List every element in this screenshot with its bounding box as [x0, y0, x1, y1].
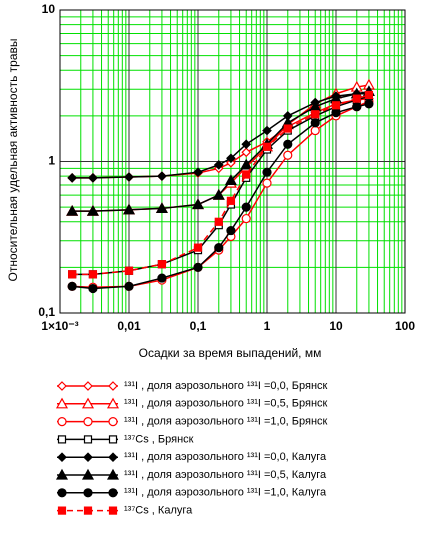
marker	[226, 196, 236, 205]
legend-marker	[55, 397, 69, 409]
plot-frame	[59, 9, 406, 314]
x-tick-label: 100	[395, 319, 415, 333]
legend-marker	[108, 435, 118, 444]
marker	[241, 202, 251, 212]
marker	[331, 101, 341, 110]
marker	[364, 90, 374, 100]
marker	[283, 139, 293, 149]
marker	[283, 150, 293, 160]
marker	[157, 273, 167, 283]
legend-marker	[106, 468, 120, 480]
legend-label: ¹³¹I , доля аэрозольного ¹³¹I =0,0, Брян…	[124, 380, 328, 392]
marker	[155, 202, 168, 214]
legend-marker	[83, 435, 93, 444]
x-tick-label: 0,01	[117, 319, 141, 333]
legend-marker	[108, 488, 118, 498]
marker	[241, 139, 252, 150]
marker	[262, 142, 272, 151]
marker	[310, 118, 320, 128]
marker	[242, 170, 251, 179]
x-tick-label: 0,1	[190, 319, 207, 333]
legend-label: ¹³⁷Cs , Брянск	[124, 433, 194, 445]
legend-label: ¹³¹I , доля аэрозольного ¹³¹I =1,0, Брян…	[124, 416, 328, 428]
legend-marker	[108, 506, 118, 515]
marker	[66, 204, 79, 216]
marker	[226, 225, 236, 236]
marker	[262, 178, 272, 188]
legend-marker	[57, 506, 67, 515]
marker	[124, 281, 134, 291]
y-tick-label: 0,1	[38, 305, 55, 319]
legend-marker	[57, 417, 67, 427]
legend-marker	[81, 397, 95, 409]
marker	[157, 171, 167, 182]
legend-marker	[57, 381, 67, 391]
marker	[67, 281, 77, 291]
legend-marker	[108, 381, 118, 391]
marker	[68, 270, 77, 279]
marker	[88, 270, 98, 279]
marker	[191, 198, 205, 210]
marker	[262, 125, 272, 136]
marker	[214, 217, 223, 226]
legend-marker	[83, 488, 93, 498]
legend-label: ¹³¹I , доля аэрозольного ¹³¹I =0,5, Брян…	[124, 398, 328, 410]
legend-label: ¹³¹I , доля аэрозольного ¹³¹I =0,5, Калу…	[124, 469, 327, 481]
legend-marker	[108, 452, 118, 463]
legend-marker	[57, 452, 67, 463]
marker	[224, 174, 237, 186]
y-tick-label: 10	[42, 2, 56, 16]
marker	[262, 167, 272, 177]
legend-marker	[81, 468, 95, 480]
legend-label: ¹³¹I , доля аэрозольного ¹³¹I =0,0, Калу…	[124, 451, 327, 463]
marker	[226, 153, 236, 164]
marker	[193, 262, 203, 272]
x-axis-label: Осадки за время выпадений, мм	[139, 346, 322, 360]
marker	[352, 94, 361, 103]
marker	[213, 160, 224, 170]
marker	[67, 172, 77, 183]
marker	[212, 188, 225, 200]
legend-label: ¹³¹I , доля аэрозольного ¹³¹I =1,0, Калу…	[124, 487, 327, 499]
marker	[240, 158, 253, 170]
marker	[331, 108, 341, 118]
legend-marker	[57, 435, 67, 444]
x-tick-label: 1	[264, 319, 271, 333]
marker	[193, 167, 203, 178]
marker	[157, 260, 167, 269]
y-tick-label: 1	[48, 154, 55, 168]
legend-marker	[108, 417, 118, 427]
marker	[310, 125, 320, 136]
legend-marker	[83, 417, 93, 427]
marker	[124, 266, 134, 275]
marker	[122, 203, 136, 215]
marker	[241, 213, 251, 224]
marker	[311, 110, 320, 119]
marker	[241, 147, 252, 158]
legend-label: ¹³⁷Cs , Калуга	[124, 505, 193, 517]
marker	[88, 283, 98, 294]
x-tick-label: 1×10⁻³	[41, 319, 78, 333]
legend-marker	[83, 452, 93, 463]
marker	[352, 102, 362, 112]
legend-marker	[83, 506, 93, 515]
marker	[88, 172, 98, 183]
legend-marker	[83, 381, 93, 391]
marker	[193, 243, 203, 252]
marker	[86, 204, 99, 216]
legend-marker	[106, 397, 120, 409]
marker	[124, 172, 134, 182]
legend-marker	[55, 468, 69, 480]
marker	[214, 243, 224, 253]
x-tick-label: 10	[329, 319, 343, 333]
marker	[283, 124, 292, 133]
legend-marker	[57, 488, 67, 498]
marker	[364, 99, 374, 109]
y-axis-label: Относительная удельная активность травы	[6, 39, 20, 282]
